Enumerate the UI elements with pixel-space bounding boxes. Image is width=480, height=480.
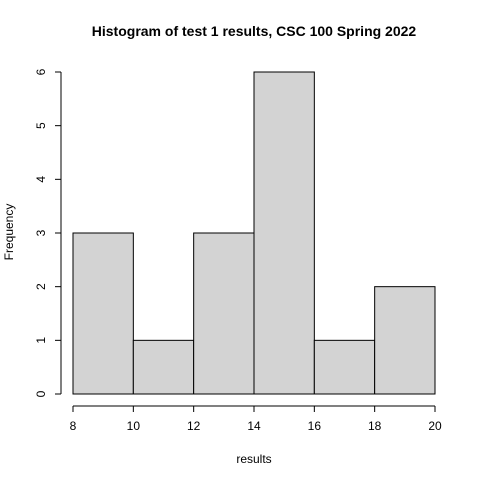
y-axis: 0 1 2 3 4 5 6 — [34, 68, 62, 397]
y-tick-label-3: 3 — [34, 229, 48, 236]
x-tick-label-0: 8 — [70, 419, 77, 433]
histogram-bar-3 — [253, 71, 315, 395]
x-tick-label-5: 18 — [368, 419, 382, 433]
chart-title: Histogram of test 1 results, CSC 100 Spr… — [92, 23, 417, 39]
x-tick-label-1: 10 — [127, 419, 141, 433]
x-tick-label-2: 12 — [187, 419, 201, 433]
histogram-bar-5 — [374, 286, 436, 395]
x-tick-label-6: 20 — [428, 419, 442, 433]
x-tick-label-3: 14 — [247, 419, 261, 433]
x-axis-label: results — [236, 452, 271, 466]
y-tick-label-0: 0 — [34, 390, 48, 397]
histogram-bar-1 — [132, 339, 195, 395]
histogram-bar-4 — [313, 339, 376, 395]
y-tick-label-5: 5 — [34, 122, 48, 129]
y-axis-label: Frequency — [2, 204, 16, 261]
bars-group — [72, 71, 436, 395]
histogram-bar-0 — [72, 232, 134, 395]
y-tick-label-6: 6 — [34, 68, 48, 75]
x-tick-label-4: 16 — [308, 419, 322, 433]
x-axis: 8 10 12 14 16 18 20 — [70, 405, 442, 433]
histogram-bar-2 — [193, 232, 255, 395]
y-tick-label-4: 4 — [34, 176, 48, 183]
y-tick-label-2: 2 — [34, 283, 48, 290]
y-tick-label-1: 1 — [34, 337, 48, 344]
